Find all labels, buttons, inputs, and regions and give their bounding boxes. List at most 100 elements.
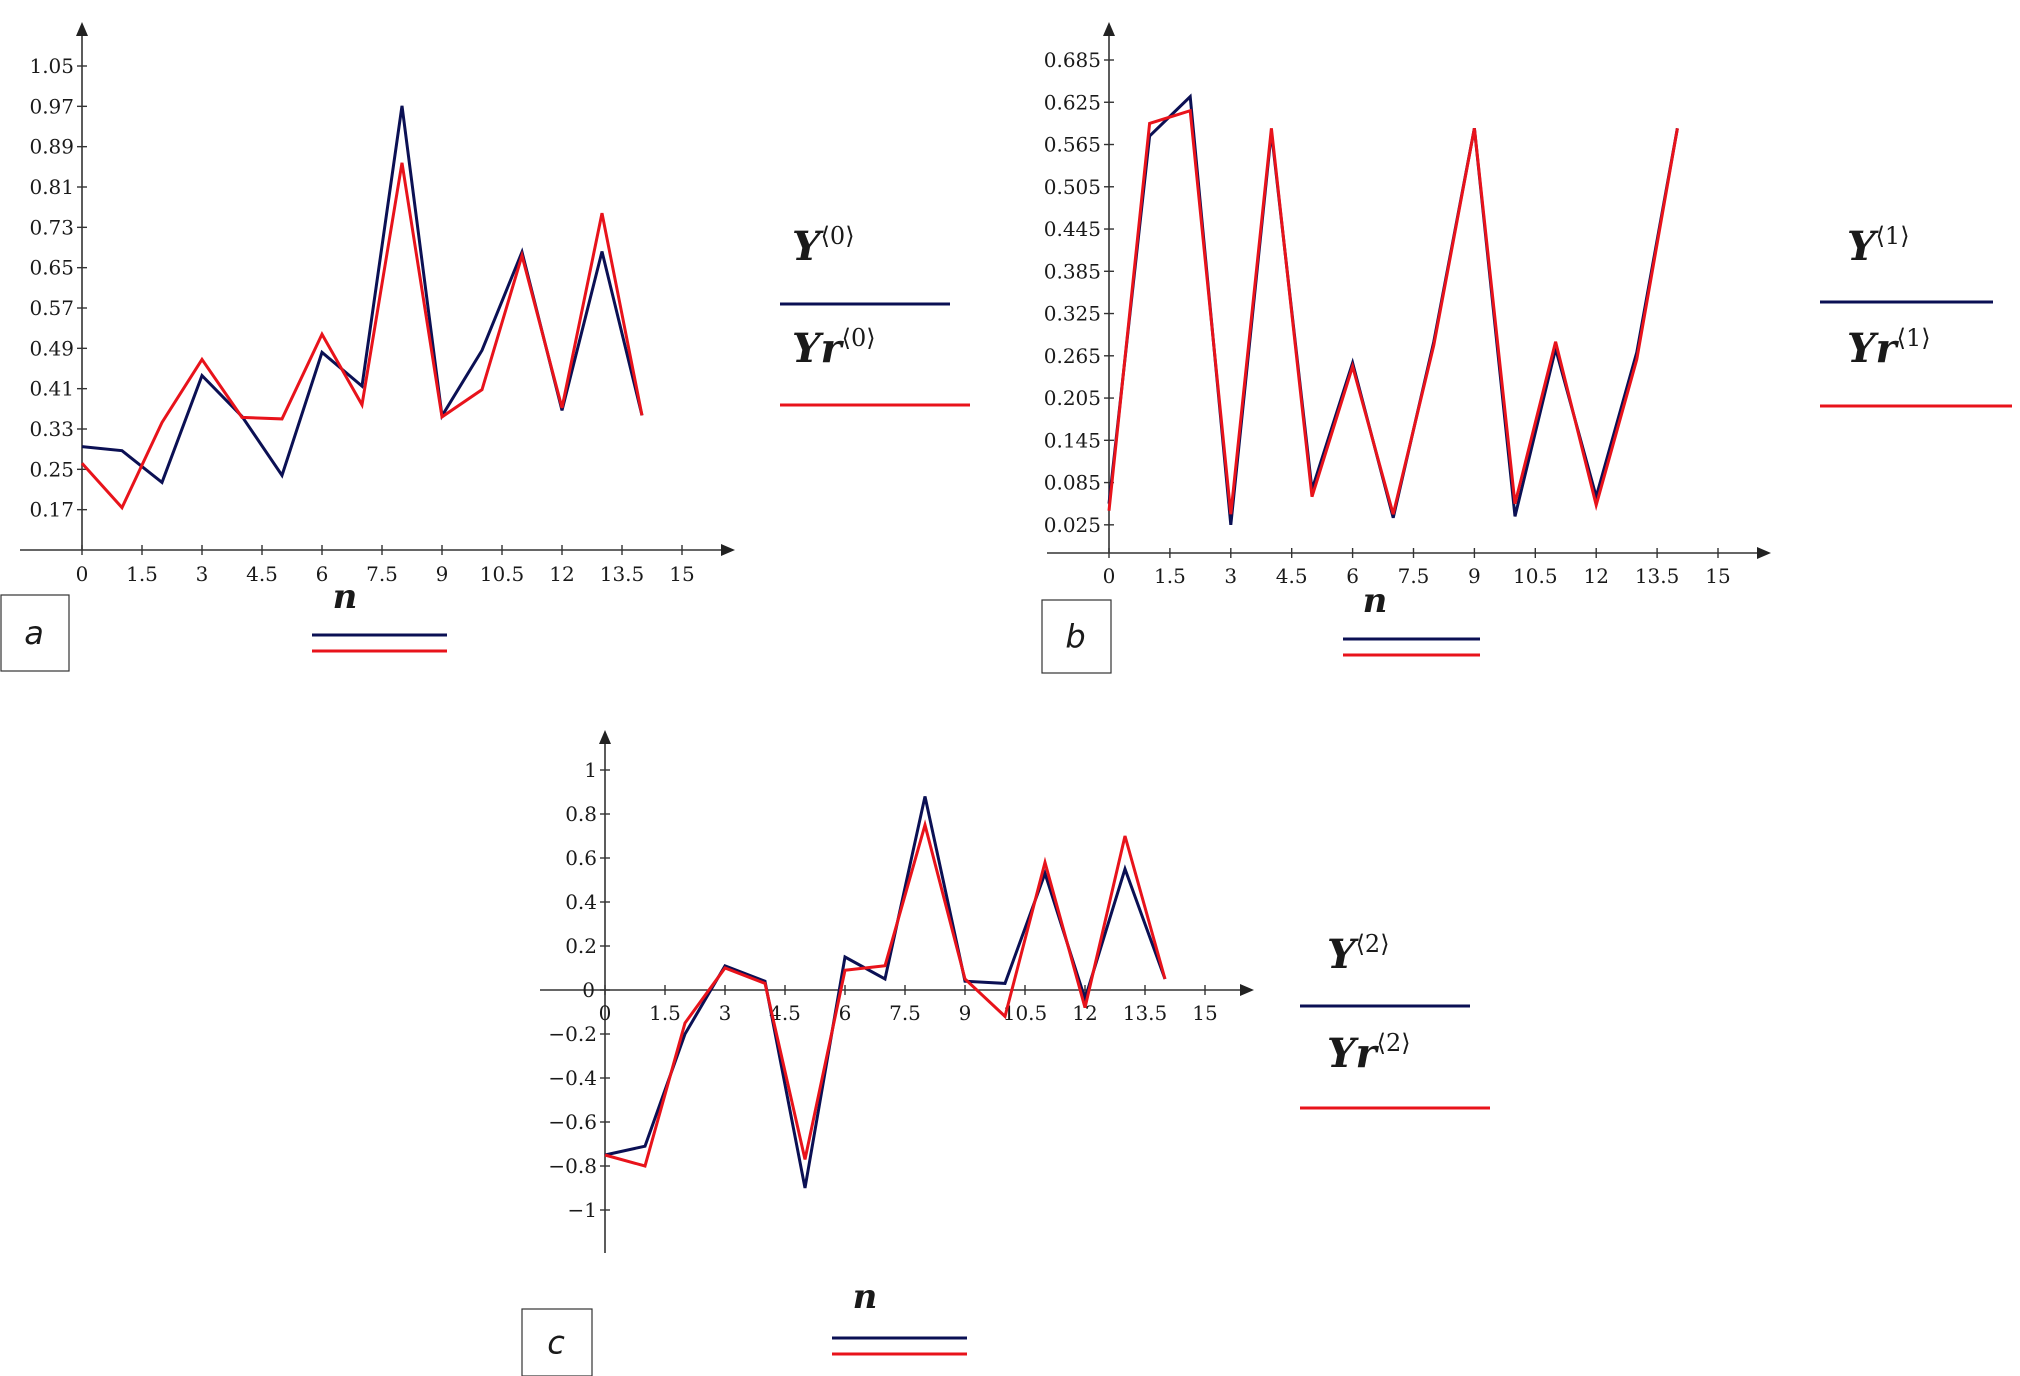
x-tick-label: 13.5 bbox=[1635, 564, 1680, 588]
legend-superscript: ⟨0⟩ bbox=[821, 222, 855, 250]
y-tick-label: 0.8 bbox=[565, 802, 597, 826]
chart-panel-c: 0 1.5 3 4.5 6 7.5 9 10.5 12 13.5 15−1−0.8−0.6−0.4−… bbox=[521, 730, 1490, 1376]
legend-label-yr: Yr⟨1⟩ bbox=[1847, 324, 1931, 372]
x-tick-label: 6 bbox=[839, 1001, 852, 1025]
y-tick-label: −0.6 bbox=[548, 1110, 597, 1134]
y-tick-label: 0.445 bbox=[1044, 217, 1101, 241]
y-tick-label: 0.4 bbox=[565, 890, 597, 914]
legend-label-yr: Yr⟨2⟩ bbox=[1327, 1029, 1411, 1077]
y-tick-label: 0.205 bbox=[1044, 386, 1101, 410]
x-tick-label: 15 bbox=[1705, 564, 1730, 588]
y-tick-label: 0.685 bbox=[1044, 48, 1101, 72]
y-tick-label: 1 bbox=[584, 758, 597, 782]
y-tick-label: 0.33 bbox=[29, 417, 74, 441]
x-tick-label: 6 bbox=[1346, 564, 1359, 588]
panel-label: c bbox=[547, 1324, 565, 1362]
x-tick-label: 3 bbox=[1224, 564, 1237, 588]
x-tick-label: 0 bbox=[1103, 564, 1116, 588]
y-tick-label: 0.025 bbox=[1044, 513, 1101, 537]
x-tick-label: 15 bbox=[669, 562, 694, 586]
y-tick-label: −0.4 bbox=[548, 1066, 597, 1090]
legend-superscript: ⟨2⟩ bbox=[1356, 930, 1390, 958]
y-tick-label: 0.25 bbox=[29, 457, 74, 481]
y-tick-label: −0.8 bbox=[548, 1154, 597, 1178]
y-tick-label: −0.2 bbox=[548, 1022, 597, 1046]
x-axis-label: n bbox=[1363, 581, 1388, 621]
y-tick-label: 0.325 bbox=[1044, 302, 1101, 326]
y-tick-label: 0.625 bbox=[1044, 90, 1101, 114]
x-tick-label: 7.5 bbox=[889, 1001, 921, 1025]
y-tick-label: 0.89 bbox=[29, 135, 74, 159]
panel-label-box bbox=[0, 594, 70, 672]
x-tick-label: 9 bbox=[436, 562, 449, 586]
x-tick-label: 0 bbox=[599, 1001, 612, 1025]
x-tick-label: 3 bbox=[719, 1001, 732, 1025]
series-line-yr bbox=[604, 819, 1167, 1168]
y-tick-label: 0.2 bbox=[565, 934, 597, 958]
legend-label-yr: Yr⟨0⟩ bbox=[792, 324, 876, 372]
x-tick-label: 4.5 bbox=[246, 562, 278, 586]
x-tick-label: 1.5 bbox=[1154, 564, 1186, 588]
x-tick-label: 12 bbox=[549, 562, 574, 586]
x-tick-label: 10.5 bbox=[1513, 564, 1558, 588]
x-tick-label: 10.5 bbox=[480, 562, 525, 586]
y-tick-label: 0.6 bbox=[565, 846, 597, 870]
y-tick-label: 0.145 bbox=[1044, 428, 1101, 452]
y-axis-arrow bbox=[599, 730, 611, 744]
x-tick-label: 9 bbox=[959, 1001, 972, 1025]
y-tick-label: 0.97 bbox=[29, 94, 74, 118]
y-tick-label: 0.49 bbox=[29, 336, 74, 360]
legend-superscript: ⟨0⟩ bbox=[842, 324, 876, 352]
y-tick-label: 1.05 bbox=[29, 54, 74, 78]
legend-label-y: Y⟨0⟩ bbox=[792, 222, 855, 270]
legend-superscript: ⟨1⟩ bbox=[1897, 324, 1931, 352]
chart-panel-a: 0 1.5 3 4.5 6 7.5 9 10.5 12 13.5 15 0.17 0.25 0.33 0.4… bbox=[0, 22, 970, 672]
y-tick-label: 0.41 bbox=[29, 377, 74, 401]
x-tick-label: 1.5 bbox=[649, 1001, 681, 1025]
y-tick-label: −1 bbox=[568, 1198, 597, 1222]
legend-label-y: Y⟨1⟩ bbox=[1847, 222, 1910, 270]
legend-superscript: ⟨1⟩ bbox=[1876, 222, 1910, 250]
panel-label-box bbox=[521, 1308, 593, 1376]
y-tick-label: 0.73 bbox=[29, 215, 74, 239]
x-axis-arrow bbox=[721, 544, 735, 556]
x-tick-label: 4.5 bbox=[1276, 564, 1308, 588]
legend-label-y: Y⟨2⟩ bbox=[1327, 930, 1390, 978]
y-tick-label: 0.085 bbox=[1044, 471, 1101, 495]
series-line-yr bbox=[80, 162, 644, 511]
x-tick-label: 9 bbox=[1468, 564, 1481, 588]
x-tick-label: 1.5 bbox=[126, 562, 158, 586]
y-tick-label: 0.505 bbox=[1044, 175, 1101, 199]
x-axis-label: n bbox=[333, 577, 358, 617]
x-tick-label: 3 bbox=[196, 562, 209, 586]
x-tick-label: 13.5 bbox=[600, 562, 645, 586]
x-tick-label: 6 bbox=[316, 562, 329, 586]
x-tick-label: 15 bbox=[1192, 1001, 1217, 1025]
x-tick-label: 7.5 bbox=[1398, 564, 1430, 588]
panel-label: a bbox=[24, 614, 44, 652]
x-axis-arrow bbox=[1240, 984, 1254, 996]
y-tick-label: 0 bbox=[582, 978, 595, 1002]
y-tick-label: 0.65 bbox=[29, 256, 74, 280]
y-tick-label: 0.57 bbox=[29, 296, 74, 320]
x-tick-label: 7.5 bbox=[366, 562, 398, 586]
panel-label: b bbox=[1065, 618, 1085, 656]
y-axis-arrow bbox=[76, 22, 88, 36]
legend-superscript: ⟨2⟩ bbox=[1377, 1029, 1411, 1057]
series-line-yr bbox=[1107, 108, 1679, 515]
y-axis-arrow bbox=[1103, 22, 1115, 36]
y-tick-label: 0.81 bbox=[29, 175, 74, 199]
y-tick-label: 0.565 bbox=[1044, 133, 1101, 157]
x-tick-label: 13.5 bbox=[1123, 1001, 1168, 1025]
y-tick-label: 0.265 bbox=[1044, 344, 1101, 368]
chart-panel-b: 0 1.5 3 4.5 6 7.5 9 10.5 12 13.5 15 0.025 0.085 0.145… bbox=[1041, 22, 2012, 674]
x-axis-label: n bbox=[853, 1277, 878, 1317]
x-tick-label: 0 bbox=[76, 562, 89, 586]
x-tick-label: 12 bbox=[1583, 564, 1608, 588]
y-tick-label: 0.385 bbox=[1044, 259, 1101, 283]
y-tick-label: 0.17 bbox=[29, 498, 74, 522]
x-axis-arrow bbox=[1757, 547, 1771, 559]
series-line-y bbox=[81, 105, 644, 485]
panel-label-box bbox=[1041, 599, 1112, 674]
